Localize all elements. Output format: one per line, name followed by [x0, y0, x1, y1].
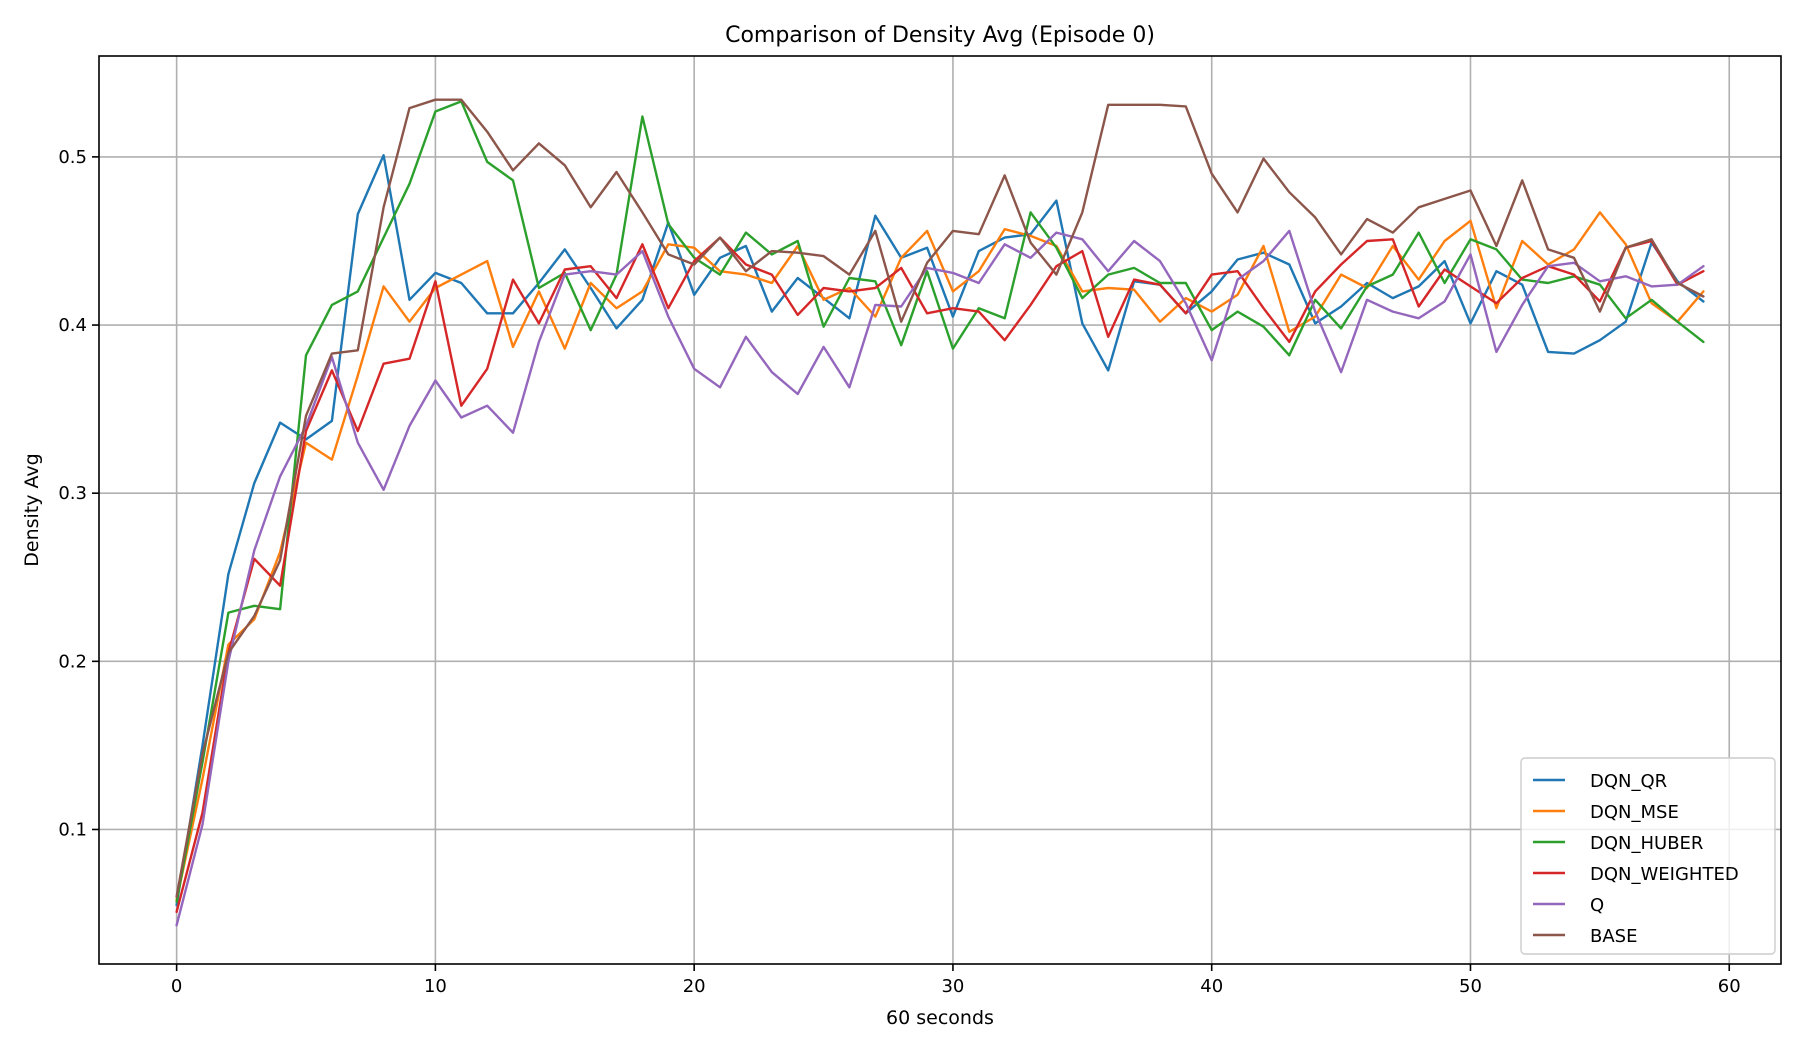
- y-tick-label: 0.4: [58, 315, 87, 336]
- axis-ticks: 0 10 20 30 40 50 60 0.1 0.2 0.3 0.4 0.5: [58, 147, 1740, 997]
- x-tick-label: 0: [171, 976, 182, 997]
- series-line-dqn_weighted: [175, 236, 1705, 914]
- legend-label: Q: [1590, 895, 1604, 916]
- legend-label: DQN_WEIGHTED: [1590, 864, 1739, 885]
- legend-label: DQN_HUBER: [1590, 833, 1703, 854]
- chart-title: Comparison of Density Avg (Episode 0): [725, 23, 1155, 48]
- grid-lines: [99, 56, 1781, 964]
- y-axis-label: Density Avg: [21, 453, 43, 566]
- x-tick-label: 50: [1459, 976, 1482, 997]
- y-tick-label: 0.3: [58, 483, 87, 504]
- series-lines: [175, 98, 1705, 927]
- x-tick-label: 20: [683, 976, 706, 997]
- x-tick-label: 40: [1200, 976, 1223, 997]
- y-tick-label: 0.1: [58, 819, 87, 840]
- x-axis-label: 60 seconds: [886, 1007, 994, 1029]
- series-line-base: [175, 98, 1705, 898]
- legend: DQN_QR DQN_MSE DQN_HUBER DQN_WEIGHTED Q BASE: [1520, 757, 1776, 955]
- legend-label: DQN_MSE: [1590, 802, 1679, 823]
- x-tick-label: 60: [1718, 976, 1741, 997]
- plot-area-frame: [98, 55, 1782, 965]
- y-tick-label: 0.5: [58, 147, 87, 168]
- legend-label: DQN_QR: [1590, 771, 1667, 792]
- series-line-q: [175, 229, 1705, 927]
- x-tick-label: 10: [424, 976, 447, 997]
- x-tick-label: 30: [941, 976, 964, 997]
- legend-frame: [1520, 757, 1776, 955]
- y-tick-label: 0.2: [58, 651, 87, 672]
- legend-label: BASE: [1590, 926, 1637, 947]
